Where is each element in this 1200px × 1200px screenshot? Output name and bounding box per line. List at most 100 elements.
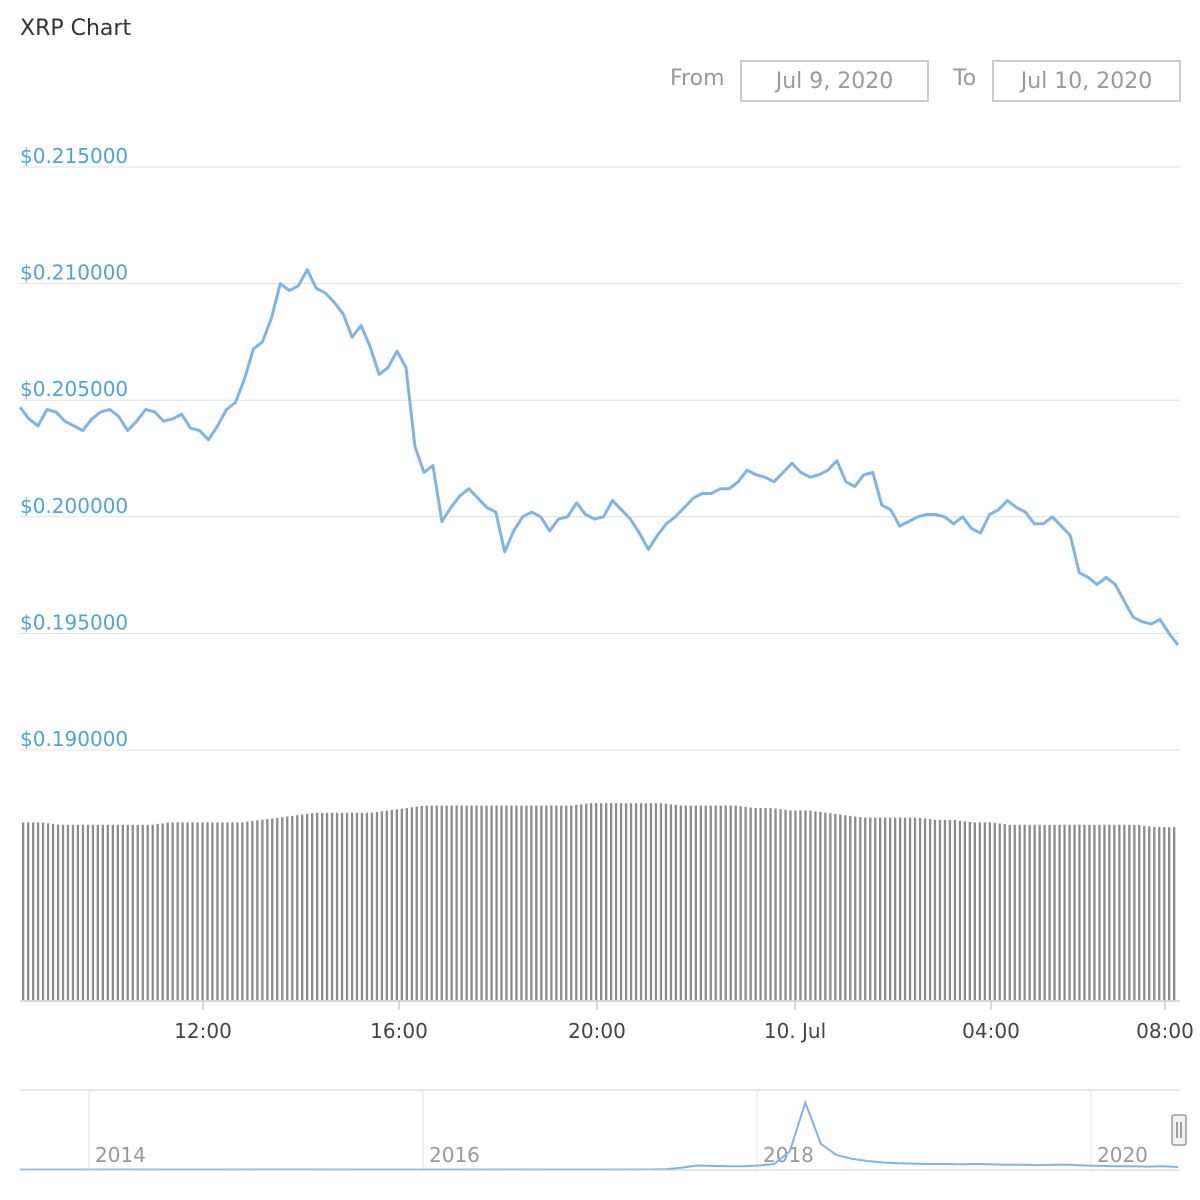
volume-bar: [1023, 824, 1026, 1000]
volume-bar: [714, 805, 717, 1000]
volume-bar: [201, 822, 204, 1000]
volume-bar: [470, 805, 473, 1000]
x-tick-label: 20:00: [568, 1019, 626, 1043]
volume-bar: [330, 812, 334, 1000]
volume-bar: [1073, 824, 1076, 1000]
volume-bar: [1098, 824, 1101, 1000]
volume-bar: [689, 805, 692, 1000]
volume-bar: [520, 805, 523, 1000]
volume-bar: [380, 811, 384, 1000]
volume-bar: [126, 824, 129, 1000]
volume-bar: [968, 822, 971, 1000]
volume-bar: [1113, 824, 1116, 1000]
volume-bar: [211, 822, 214, 1000]
volume-bar: [809, 810, 812, 1000]
volume-bar: [81, 824, 85, 1000]
volume-bar: [1088, 824, 1091, 1000]
volume-bar: [908, 817, 912, 1000]
from-date-input[interactable]: Jul 9, 2020: [740, 60, 929, 102]
volume-bar: [261, 819, 264, 1000]
volume-bar: [191, 822, 194, 1000]
volume-bar: [1103, 824, 1106, 1000]
volume-bar: [420, 806, 423, 1000]
volume-bar: [1043, 824, 1046, 1000]
volume-bar: [91, 824, 95, 1000]
volume-bar: [116, 824, 119, 1000]
volume-bar: [321, 812, 324, 1000]
volume-bar: [390, 810, 393, 1000]
volume-bar: [889, 817, 892, 1000]
volume-bar: [525, 805, 528, 1000]
volume-bar: [345, 812, 349, 1000]
volume-bar: [869, 817, 872, 1000]
volume-bar: [405, 808, 408, 1000]
volume-bar: [729, 805, 732, 1000]
volume-bar: [46, 823, 50, 1000]
volume-bar: [769, 808, 772, 1000]
volume-bar: [236, 822, 239, 1000]
volume-bar: [859, 817, 862, 1000]
volume-bar: [316, 812, 319, 1000]
volume-bar: [998, 823, 1001, 1000]
volume-bar: [495, 805, 498, 1000]
volume-bar: [291, 815, 294, 1000]
volume-bar: [435, 805, 438, 1000]
volume-bar: [22, 822, 25, 1000]
volume-bar: [943, 820, 947, 1000]
volume-bar: [938, 820, 942, 1000]
volume-bar: [654, 803, 658, 1000]
volume-bar: [545, 805, 548, 1000]
volume-bar: [1123, 824, 1126, 1000]
volume-bar: [460, 805, 463, 1000]
volume-bar: [1138, 825, 1141, 1000]
volume-bar: [1128, 824, 1131, 1000]
volume-bar: [500, 805, 503, 1000]
volume-bar: [1173, 827, 1176, 1000]
volume-bar: [1018, 824, 1021, 1000]
volume-bar: [385, 810, 388, 1000]
volume-bar: [704, 805, 707, 1000]
volume-bar: [774, 808, 777, 1000]
volume-bar: [814, 811, 817, 1000]
volume-bar: [141, 824, 144, 1000]
volume-bar: [590, 803, 593, 1000]
volume-bar: [784, 809, 787, 1000]
volume-bar: [614, 803, 618, 1000]
volume-bar: [480, 805, 483, 1000]
x-tick-label: 10. Jul: [764, 1019, 826, 1043]
volume-bar: [978, 822, 981, 1000]
volume-bar: [36, 822, 40, 1000]
volume-bar: [794, 810, 797, 1000]
navigator-tick-label: 2016: [429, 1143, 480, 1167]
volume-bar: [679, 805, 682, 1000]
volume-bar: [375, 811, 379, 1000]
volume-bar: [1143, 825, 1146, 1000]
drag-handle-icon[interactable]: [1171, 1114, 1187, 1146]
volume-bar: [555, 805, 558, 1000]
volume-bar: [450, 805, 453, 1000]
volume-bar: [1068, 824, 1071, 1000]
volume-bar: [71, 824, 75, 1000]
volume-bar: [251, 821, 254, 1000]
to-label: To: [953, 66, 977, 91]
volume-bar: [1093, 824, 1096, 1000]
volume-bar: [1058, 824, 1061, 1000]
volume-bar: [465, 805, 468, 1000]
volume-bar: [600, 803, 603, 1000]
volume-bar: [1013, 824, 1016, 1000]
y-tick-label: $0.200000: [20, 494, 128, 518]
volume-bar: [216, 822, 219, 1000]
volume-bar: [241, 822, 244, 1000]
volume-bar: [121, 824, 124, 1000]
to-date-input[interactable]: Jul 10, 2020: [992, 60, 1181, 102]
volume-bar: [206, 822, 209, 1000]
volume-bar: [181, 822, 184, 1000]
volume-bar: [550, 805, 553, 1000]
volume-bar: [754, 808, 757, 1000]
volume-bar: [32, 822, 35, 1000]
volume-bar: [41, 822, 45, 1000]
volume-bar: [1003, 824, 1006, 1000]
volume-bar: [56, 824, 60, 1000]
volume-bar: [166, 822, 169, 1000]
navigator[interactable]: 2014 2016 2018 2020: [20, 1089, 1187, 1171]
